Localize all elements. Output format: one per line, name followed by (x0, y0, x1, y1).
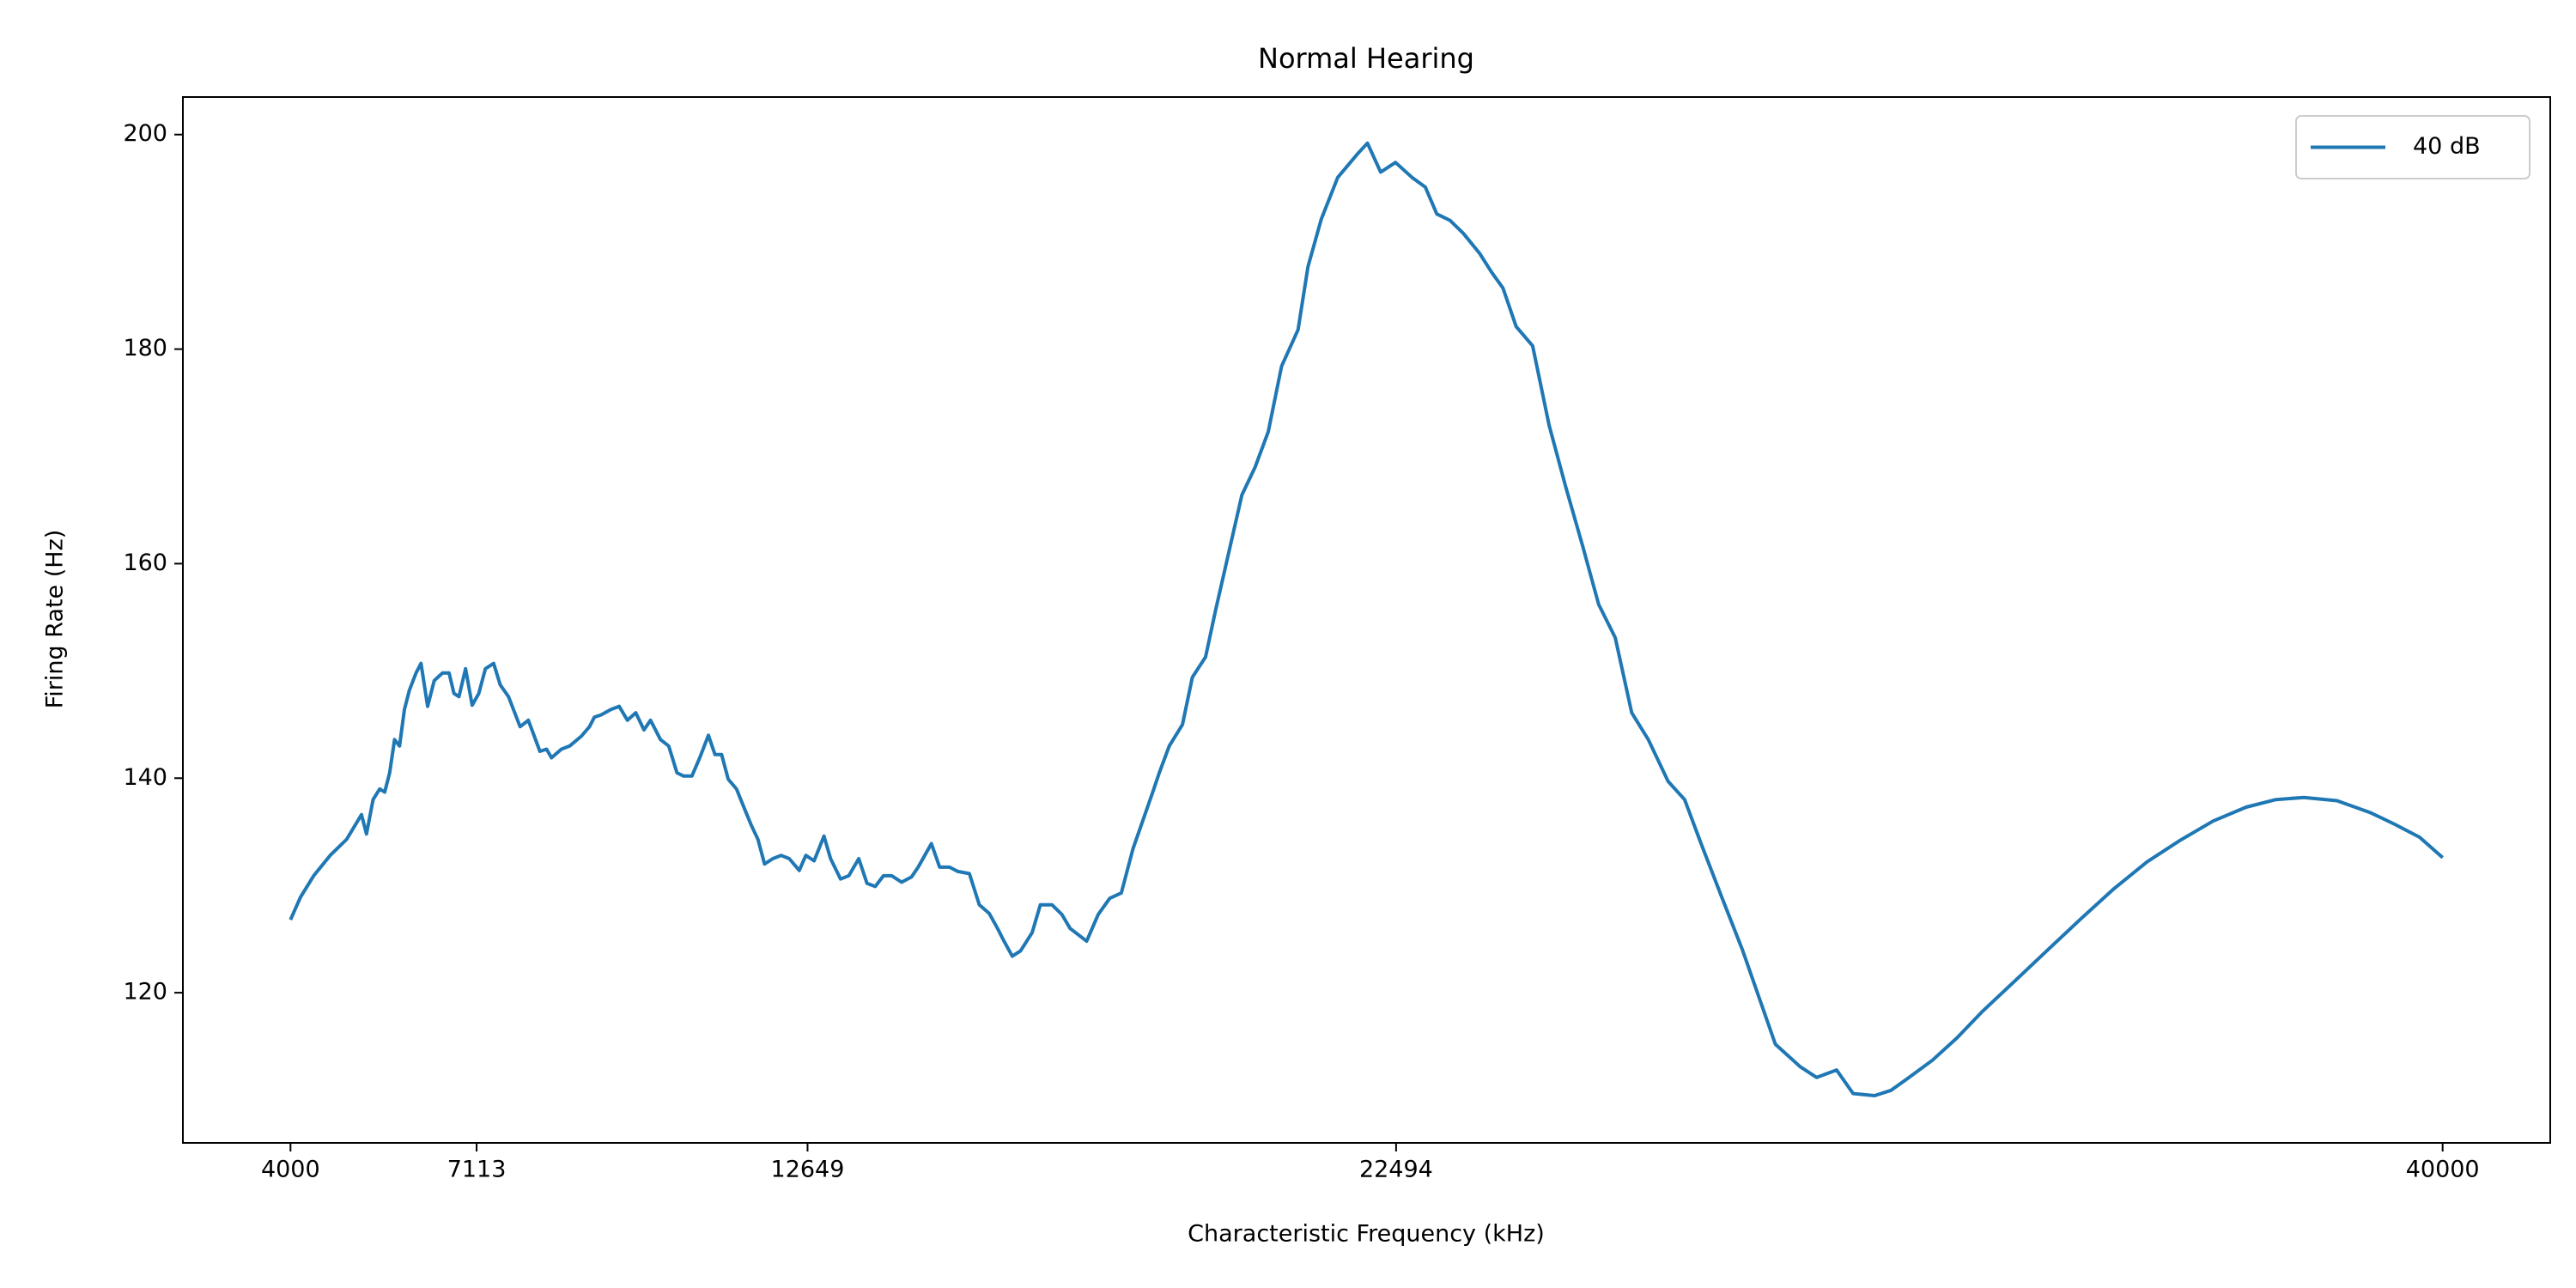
x-tick-label: 40000 (2406, 1157, 2480, 1183)
data-line (289, 141, 2445, 1097)
chart-title: Normal Hearing (1258, 42, 1474, 75)
y-tick-label: 140 (123, 764, 167, 791)
x-tick-label: 22494 (1359, 1157, 1433, 1183)
y-tick-label: 200 (123, 120, 167, 147)
legend-label: 40 dB (2413, 133, 2481, 160)
y-axis-label: Firing Rate (Hz) (42, 530, 69, 709)
x-tick-label: 4000 (261, 1157, 320, 1183)
legend-box (2295, 115, 2530, 179)
plot-frame (182, 96, 2551, 1144)
x-tick-label: 7113 (447, 1157, 507, 1183)
y-tick-label: 120 (123, 979, 167, 1005)
x-axis-label: Characteristic Frequency (kHz) (1188, 1221, 1545, 1248)
x-tick-label: 12649 (771, 1157, 845, 1183)
y-tick-label: 160 (123, 550, 167, 576)
y-tick-label: 180 (123, 335, 167, 361)
